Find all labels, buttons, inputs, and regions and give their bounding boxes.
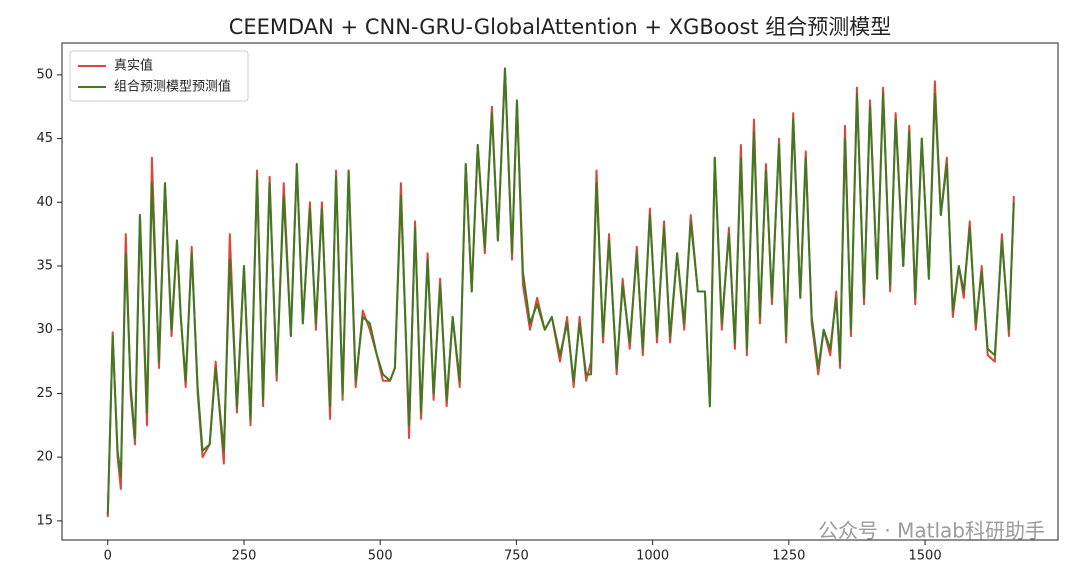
y-tick-label: 20 [36,450,53,465]
x-tick-label: 1250 [772,549,805,564]
y-tick-label: 45 [36,131,53,146]
y-tick-label: 15 [36,513,53,528]
watermark: 公众号 · Matlab科研助手 [818,519,1045,543]
legend-box [69,50,249,102]
x-tick-label: 500 [368,549,393,564]
y-tick-label: 30 [36,322,53,337]
y-tick-label: 25 [36,386,53,401]
x-tick-label: 0 [104,549,112,564]
series-line [106,67,1015,515]
y-tick-label: 40 [36,195,53,210]
x-tick-label: 250 [232,549,257,564]
plot-frame [61,42,1059,541]
y-tick-label: 50 [36,67,53,82]
chart-title: CEEMDAN + CNN-GRU-GlobalAttention + XGBo… [229,15,892,39]
y-tick-label: 35 [36,259,53,274]
x-tick-label: 1500 [909,549,942,564]
x-tick-label: 1000 [636,549,669,564]
legend-label: 组合预测模型预测值 [114,79,231,95]
x-tick-label: 750 [504,549,529,564]
legend-label: 真实值 [114,58,153,74]
